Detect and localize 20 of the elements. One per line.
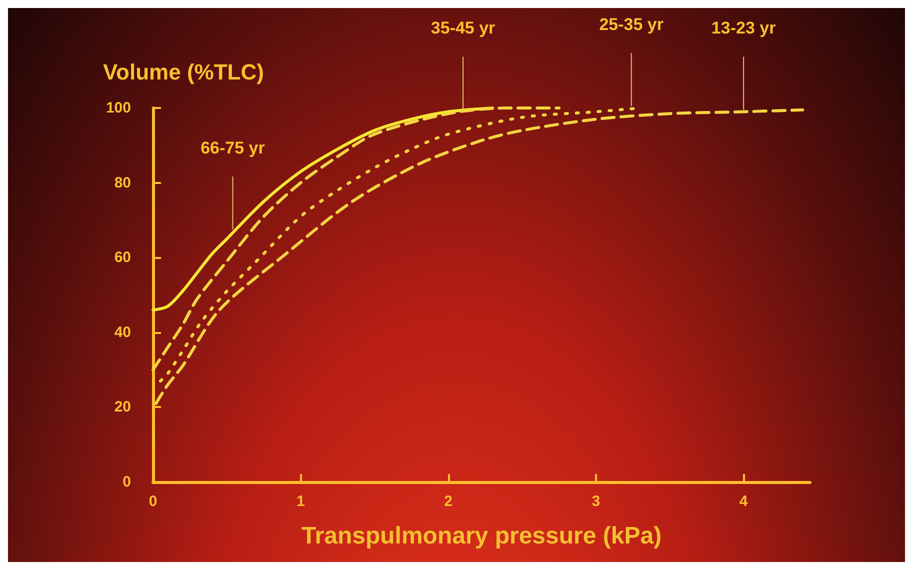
x-tick-label: 3 xyxy=(592,493,600,510)
y-axis-title: Volume (%TLC) xyxy=(103,60,264,84)
line-series xyxy=(152,106,494,312)
annotation: 35-45 yr xyxy=(430,18,496,38)
y-tick-label: 100 xyxy=(106,100,131,116)
x-tick-label: 0 xyxy=(148,493,158,510)
x-tick-label: 2 xyxy=(444,493,452,510)
x-tick-label: 4 xyxy=(739,493,748,510)
y-tick-label: 0 xyxy=(122,474,131,490)
annotation: 25-35 yr xyxy=(599,15,664,34)
line-series xyxy=(152,106,561,372)
y-tick-label: 20 xyxy=(114,398,131,416)
y-tick-label: 80 xyxy=(114,174,131,192)
y-tick-label: 60 xyxy=(114,249,131,266)
annotation: 13-23 yr xyxy=(711,18,776,38)
annotation: 66-75 yr xyxy=(200,138,266,158)
y-tick-label: 40 xyxy=(114,324,131,341)
line-series xyxy=(154,108,804,405)
x-tick-label: 1 xyxy=(296,493,305,510)
x-axis-title: Transpulmonary pressure (kPa) xyxy=(301,522,662,550)
